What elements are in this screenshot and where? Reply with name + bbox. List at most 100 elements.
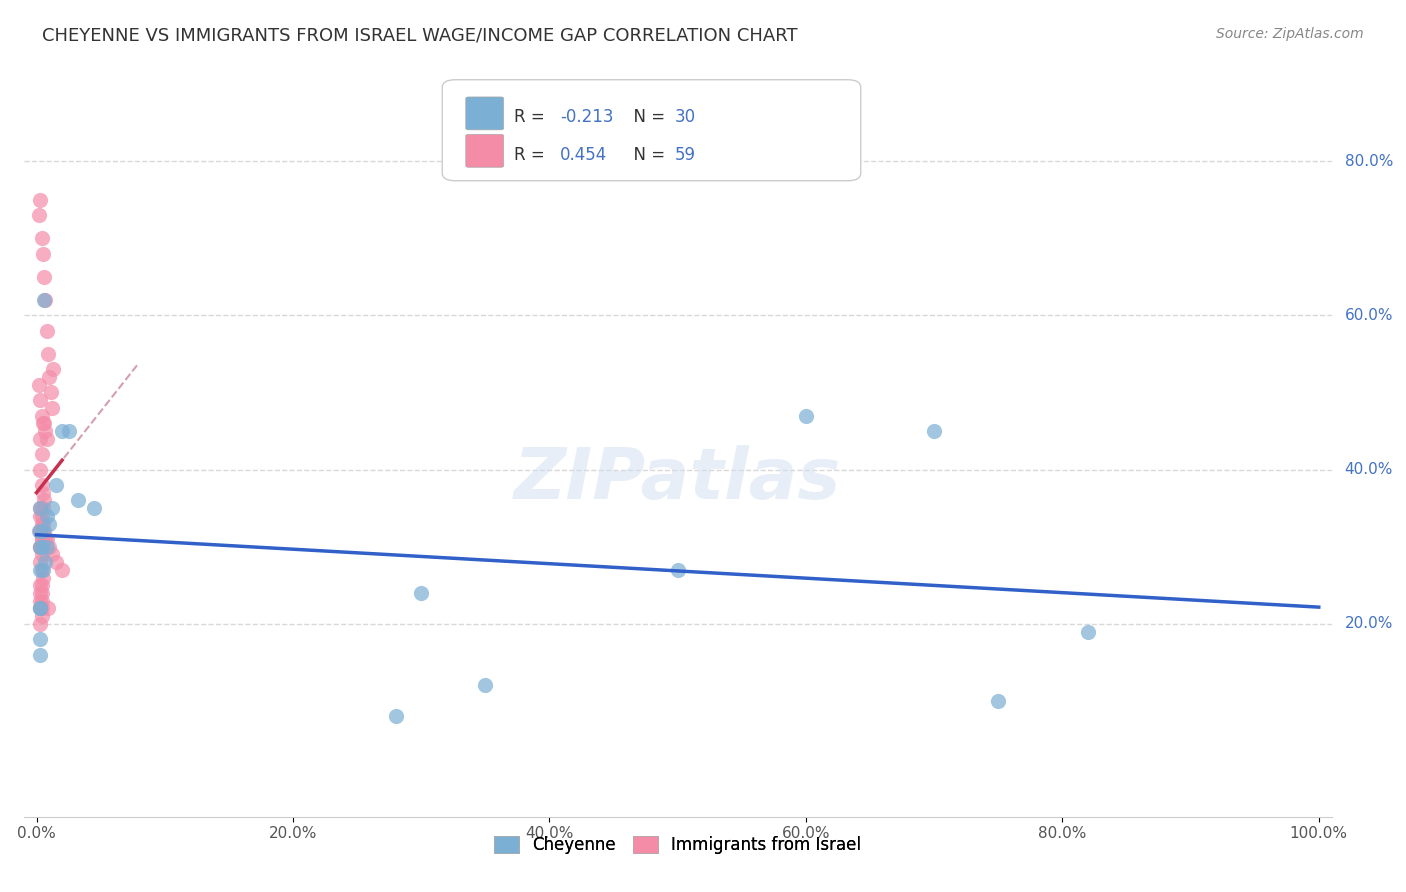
Point <box>41 401 63 415</box>
Point <box>41 501 63 516</box>
Point <box>32 501 55 516</box>
Point <box>45 478 67 492</box>
Point <box>30 508 52 523</box>
Point <box>31 593 53 607</box>
Point <box>45 555 67 569</box>
Point <box>32 570 55 584</box>
Text: 0.454: 0.454 <box>560 145 607 163</box>
Point <box>31 231 53 245</box>
Point <box>31 508 53 523</box>
Text: N =: N = <box>623 145 671 163</box>
Point <box>31 409 53 423</box>
Text: R =: R = <box>515 108 550 126</box>
Text: Source: ZipAtlas.com: Source: ZipAtlas.com <box>1216 27 1364 41</box>
Point <box>35 432 58 446</box>
Point <box>51 424 73 438</box>
Point <box>30 193 52 207</box>
Point <box>28 524 51 539</box>
Point <box>30 555 52 569</box>
Point <box>32 516 55 531</box>
Point <box>30 601 52 615</box>
Point <box>37 347 59 361</box>
Point <box>31 532 53 546</box>
Point <box>34 293 56 307</box>
Text: 40.0%: 40.0% <box>1344 462 1393 477</box>
Point <box>30 524 52 539</box>
Point <box>31 586 53 600</box>
Text: 59: 59 <box>675 145 696 163</box>
Point <box>28 208 51 222</box>
Point <box>384 709 406 723</box>
Text: 20.0%: 20.0% <box>1344 616 1393 632</box>
Point <box>30 393 52 408</box>
Point <box>41 548 63 562</box>
Point <box>35 540 58 554</box>
Point <box>31 540 53 554</box>
Point <box>35 324 58 338</box>
FancyBboxPatch shape <box>465 135 503 168</box>
Point <box>1077 624 1099 639</box>
Point <box>42 362 65 376</box>
Point <box>30 601 52 615</box>
Point <box>30 593 52 607</box>
FancyBboxPatch shape <box>465 97 503 130</box>
Point <box>31 478 53 492</box>
Text: CHEYENNE VS IMMIGRANTS FROM ISRAEL WAGE/INCOME GAP CORRELATION CHART: CHEYENNE VS IMMIGRANTS FROM ISRAEL WAGE/… <box>42 27 797 45</box>
Text: ZIPatlas: ZIPatlas <box>515 445 841 515</box>
Point <box>30 540 52 554</box>
Point <box>31 609 53 624</box>
Point <box>34 532 56 546</box>
Point <box>38 516 60 531</box>
Point <box>474 678 496 692</box>
Legend: Cheyenne, Immigrants from Israel: Cheyenne, Immigrants from Israel <box>488 830 868 861</box>
Point <box>30 563 52 577</box>
Point <box>31 601 53 615</box>
Point <box>34 424 56 438</box>
Point <box>30 501 52 516</box>
Point <box>66 493 89 508</box>
Point <box>31 516 53 531</box>
Point <box>51 563 73 577</box>
Point <box>32 524 55 539</box>
Point <box>30 462 52 476</box>
Point <box>35 508 58 523</box>
Point <box>30 540 52 554</box>
Point <box>38 540 60 554</box>
Text: 30: 30 <box>675 108 696 126</box>
Point <box>30 616 52 631</box>
Point <box>411 586 433 600</box>
Point <box>32 269 55 284</box>
Point <box>31 548 53 562</box>
Point <box>30 540 52 554</box>
Point <box>30 632 52 647</box>
Point <box>32 417 55 431</box>
Point <box>32 485 55 500</box>
Point <box>666 563 689 577</box>
Point <box>38 370 60 384</box>
Point <box>34 555 56 569</box>
Point <box>31 578 53 592</box>
Point <box>32 524 55 539</box>
Text: -0.213: -0.213 <box>560 108 613 126</box>
Point <box>31 447 53 461</box>
Point <box>28 377 51 392</box>
Point <box>37 601 59 615</box>
Text: R =: R = <box>515 145 550 163</box>
Text: 80.0%: 80.0% <box>1344 153 1393 169</box>
Point <box>39 385 62 400</box>
Point <box>30 648 52 662</box>
Point <box>32 417 55 431</box>
Point <box>31 532 53 546</box>
Text: N =: N = <box>623 108 671 126</box>
Point <box>32 493 55 508</box>
FancyBboxPatch shape <box>443 79 860 181</box>
Point <box>30 601 52 615</box>
Point <box>794 409 817 423</box>
Point <box>58 424 80 438</box>
Point <box>32 293 55 307</box>
Point <box>922 424 945 438</box>
Point <box>35 532 58 546</box>
Point <box>30 501 52 516</box>
Point <box>83 501 105 516</box>
Point <box>32 246 55 260</box>
